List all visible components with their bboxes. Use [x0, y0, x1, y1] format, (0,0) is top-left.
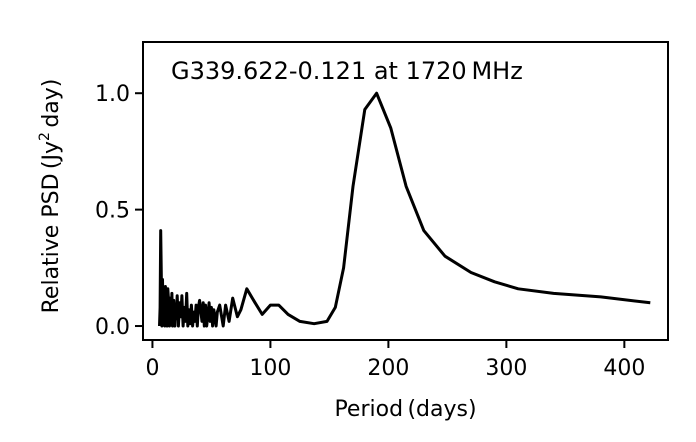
y-tick-label: 1.0 [95, 82, 130, 107]
x-axis-label: Period (days) [334, 397, 476, 422]
y-axis-label-tail: day) [39, 79, 64, 132]
y-axis-label-main: Relative PSD (Jy [39, 141, 64, 313]
y-axis-label-superscript: 2 [37, 132, 53, 141]
x-tick-label: 0 [145, 356, 159, 381]
y-tick-label: 0.5 [95, 199, 130, 224]
y-axis-label: Relative PSD (Jy2 day) [37, 79, 64, 314]
x-tick-label: 100 [249, 356, 291, 381]
plot-frame [142, 41, 669, 341]
x-tick-label: 200 [367, 356, 409, 381]
psd-series-line-0 [158, 91, 651, 328]
x-tick-label: 400 [603, 356, 645, 381]
y-tick-label: 0.0 [95, 315, 130, 340]
x-tick-label: 300 [485, 356, 527, 381]
chart-title: G339.622-0.121 at 1720 MHz [171, 57, 523, 85]
y-axis: 0.0 0.5 1.0 [95, 82, 143, 340]
series-layer [158, 91, 651, 328]
x-axis: 0 100 200 300 400 [145, 340, 645, 381]
